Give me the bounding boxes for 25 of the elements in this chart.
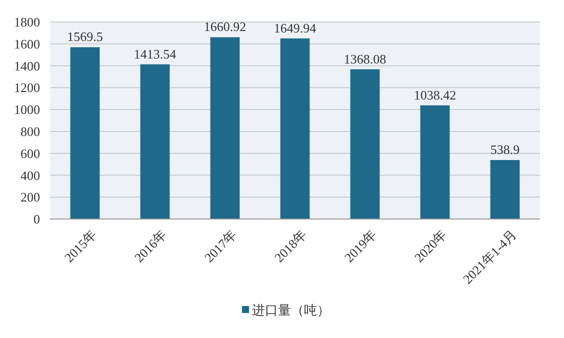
bar	[490, 160, 520, 219]
y-tick-label: 1600	[14, 36, 40, 52]
data-label: 1038.42	[414, 87, 456, 102]
data-label: 1569.5	[67, 29, 103, 44]
data-label: 1413.54	[134, 46, 177, 62]
data-label: 538.9	[490, 142, 520, 158]
y-tick-label: 800	[20, 124, 40, 139]
y-tick-label: 1200	[14, 80, 40, 96]
y-tick-label: 1800	[14, 14, 40, 30]
y-tick-label: 0	[34, 212, 40, 227]
legend-label: 进口量（吨）	[252, 304, 330, 319]
bar	[70, 47, 100, 219]
y-tick-label: 1400	[14, 58, 40, 74]
y-tick-label: 600	[20, 146, 40, 161]
bar	[140, 64, 170, 219]
y-tick-label: 400	[20, 168, 40, 183]
y-tick-label: 200	[20, 190, 40, 205]
bar	[210, 37, 240, 219]
data-label: 1368.08	[344, 51, 386, 66]
y-tick-label: 1000	[14, 102, 40, 118]
bar	[350, 69, 380, 219]
bar	[280, 38, 310, 219]
data-label: 1660.92	[204, 19, 246, 34]
data-label: 1649.94	[274, 20, 317, 36]
bar	[420, 105, 450, 219]
